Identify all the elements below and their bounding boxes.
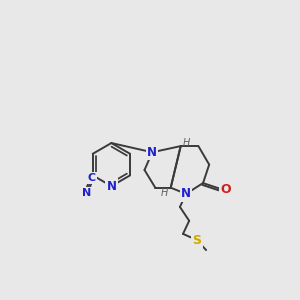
Text: S: S [192, 233, 201, 247]
Text: N: N [181, 187, 191, 200]
Text: H: H [161, 188, 168, 198]
Text: N: N [106, 180, 116, 193]
Text: N: N [147, 146, 157, 159]
Text: C: C [88, 173, 96, 183]
Text: N: N [82, 188, 91, 198]
Text: O: O [220, 183, 231, 196]
Text: H: H [182, 138, 190, 148]
